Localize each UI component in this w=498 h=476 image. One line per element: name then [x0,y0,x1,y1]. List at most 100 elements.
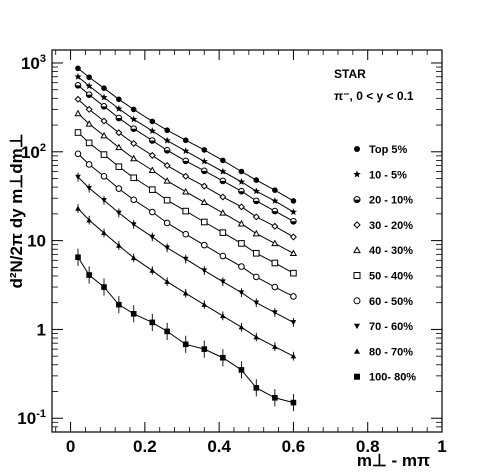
x-tick-label: 0.4 [207,437,231,456]
legend-label-60-50: 60 - 50% [369,296,413,308]
marker-shape [74,109,82,117]
data-point-40-30 [200,198,208,206]
data-point-80-70 [290,353,297,359]
data-point-60-50 [219,252,227,260]
marker-shape [290,221,297,225]
marker-shape [253,200,260,204]
marker-shape [75,85,81,89]
marker-shape [182,207,190,215]
marker-shape [220,180,226,184]
marker-shape [253,385,260,391]
data-point-100-80 [253,385,260,391]
data-point-70-60 [75,174,81,180]
data-point-60-50 [200,241,208,249]
marker-shape [149,319,156,326]
data-point-10-5 [252,187,260,195]
data-point-80-70 [101,230,107,236]
marker-shape [201,147,208,153]
data-point-70-60 [238,290,245,296]
data-point-top-5 [272,187,278,193]
data-point-80-70 [253,334,260,340]
legend-marker-20-10 [353,196,361,204]
data-point-30-20 [115,129,123,137]
marker-shape [271,259,279,267]
data-point-40-30 [237,219,246,227]
marker-shape [272,310,278,316]
data-point-80-70 [149,267,156,273]
data-point-10-5 [100,93,108,101]
data-point-30-20 [85,105,93,113]
marker-shape [130,196,138,204]
marker-shape [163,136,171,144]
marker-shape [86,74,92,81]
data-point-20-10 [85,91,93,98]
data-point-50-40 [100,151,108,158]
y-tick-label: 10-1 [17,408,46,428]
legend-label-40-30: 40 - 30% [369,245,413,257]
data-point-top-5 [101,85,107,92]
data-point-10-5 [163,136,171,144]
data-point-60-50 [290,293,297,300]
marker-shape [252,273,260,281]
marker-shape [253,177,260,183]
data-point-60-50 [271,283,279,291]
data-point-70-60 [290,320,297,326]
data-point-top-5 [220,157,226,164]
marker-shape [85,82,93,90]
marker-shape [115,143,123,151]
data-point-top-5 [86,74,92,81]
data-point-70-60 [164,245,170,251]
x-axis-title: m⊥ - mπ [357,451,430,470]
marker-shape [101,230,107,236]
data-point-40-30 [100,131,108,139]
marker-shape [75,65,81,72]
data-point-70-60 [101,197,107,204]
data-point-30-20 [100,117,108,125]
fit-curve-10-5 [77,76,294,213]
marker-shape [200,198,208,206]
data-point-70-60 [130,222,137,228]
marker-shape [115,185,123,192]
data-point-40-30 [163,177,171,184]
data-point-20-10 [130,125,138,132]
marker-shape [252,213,260,221]
data-point-100-80 [290,399,297,406]
legend-label-10-5: 10 - 5% [369,169,407,181]
marker-shape [252,229,260,237]
data-point-top-5 [130,106,137,113]
data-point-60-50 [163,219,171,227]
fit-curve-100-80 [77,256,294,404]
x-tick-label: 1 [437,437,446,456]
legend-label-20-10: 20 - 10% [369,195,413,207]
data-point-80-70 [238,324,245,330]
data-point-50-40 [130,174,138,182]
fit-curve-80-70 [77,208,294,357]
data-point-50-40 [74,129,82,136]
marker-shape [85,139,93,147]
data-point-60-50 [130,196,138,204]
data-point-40-30 [85,120,93,127]
marker-shape [201,170,208,174]
marker-shape [238,367,245,373]
marker-shape [200,218,208,226]
marker-shape [238,168,245,175]
x-tick-label: 0.6 [282,437,306,456]
marker-shape [86,94,92,98]
marker-shape [115,104,123,112]
data-point-100-80 [130,310,137,317]
data-point-10-5 [237,177,246,185]
data-point-20-10 [115,114,123,122]
marker-shape [164,278,170,284]
marker-shape [201,268,208,274]
data-point-40-30 [130,154,138,162]
marker-shape [149,118,156,125]
annotation-selection: π⁻, 0 < y < 0.1 [334,89,414,103]
data-point-20-10 [219,177,227,185]
marker-shape [164,245,170,251]
marker-shape [116,242,122,248]
marker-shape [353,297,361,305]
fit-curve-50-40 [77,132,294,274]
marker-shape [237,219,246,227]
marker-shape [238,191,245,195]
marker-shape [163,219,171,227]
